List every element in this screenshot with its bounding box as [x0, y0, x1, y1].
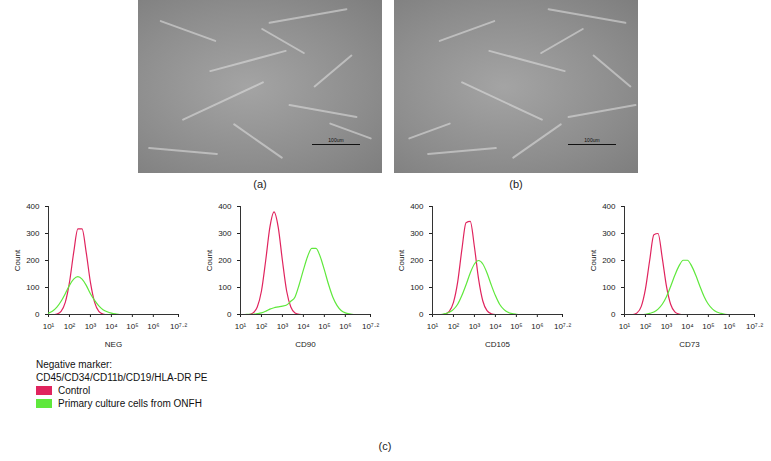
svg-text:400: 400 [602, 202, 616, 211]
html-text:Negative marker:: Negative marker: [36, 359, 113, 370]
svg-text:100: 100 [602, 283, 616, 292]
svg-text:0: 0 [611, 310, 616, 319]
svg-text:10⁷·²: 10⁷·² [362, 322, 379, 331]
svg-text:0: 0 [227, 310, 232, 319]
svg-text:300: 300 [218, 229, 232, 238]
html-text:(a): (a) [253, 178, 267, 190]
svg-text:10³: 10³ [277, 322, 289, 331]
svg-text:10²: 10² [640, 322, 652, 331]
svg-text:10¹: 10¹ [427, 322, 439, 331]
svg-text:10¹: 10¹ [619, 322, 631, 331]
svg-text:100: 100 [26, 283, 40, 292]
svg-text:0: 0 [419, 310, 424, 319]
svg-text:10²: 10² [256, 322, 268, 331]
svg-text:10⁷·²: 10⁷·² [554, 322, 571, 331]
svg-text:CD105: CD105 [485, 340, 510, 349]
svg-text:Count: Count [205, 249, 214, 271]
html-text:Control: Control [58, 385, 91, 396]
svg-text:10⁴: 10⁴ [681, 322, 694, 331]
svg-text:10⁵: 10⁵ [126, 322, 138, 331]
html-text:(c): (c) [378, 440, 392, 452]
svg-text:10⁵: 10⁵ [702, 322, 714, 331]
svg-text:400: 400 [218, 202, 232, 211]
svg-text:10¹: 10¹ [43, 322, 55, 331]
svg-text:10⁶: 10⁶ [723, 322, 735, 331]
svg-text:400: 400 [26, 202, 40, 211]
svg-text:10⁶: 10⁶ [531, 322, 543, 331]
html-text:CD45/CD34/CD11b/CD19/HLA-DR PE: CD45/CD34/CD11b/CD19/HLA-DR PE [36, 372, 208, 383]
svg-text:10²: 10² [64, 322, 76, 331]
svg-text:10²: 10² [448, 322, 460, 331]
svg-text:10⁵: 10⁵ [318, 322, 330, 331]
svg-text:200: 200 [218, 256, 232, 265]
svg-text:10⁵: 10⁵ [510, 322, 522, 331]
svg-text:10⁶: 10⁶ [339, 322, 351, 331]
svg-text:10³: 10³ [661, 322, 673, 331]
svg-text:200: 200 [410, 256, 424, 265]
svg-text:Count: Count [589, 249, 598, 271]
svg-text:10⁴: 10⁴ [489, 322, 502, 331]
svg-text:10⁶: 10⁶ [147, 322, 159, 331]
svg-text:NEG: NEG [105, 340, 122, 349]
svg-text:10¹: 10¹ [235, 322, 247, 331]
svg-text:300: 300 [410, 229, 424, 238]
svg-text:Count: Count [397, 249, 406, 271]
svg-text:0: 0 [35, 310, 40, 319]
html-text:100um: 100um [584, 137, 600, 143]
svg-text:300: 300 [602, 229, 616, 238]
svg-text:10⁷·²: 10⁷·² [746, 322, 763, 331]
svg-text:200: 200 [602, 256, 616, 265]
svg-text:300: 300 [26, 229, 40, 238]
svg-text:100: 100 [218, 283, 232, 292]
svg-text:10³: 10³ [85, 322, 97, 331]
svg-text:400: 400 [410, 202, 424, 211]
html-text:100um: 100um [328, 137, 344, 143]
svg-text:200: 200 [26, 256, 40, 265]
svg-text:10³: 10³ [469, 322, 481, 331]
svg-text:Count: Count [13, 249, 22, 271]
svg-text:10⁴: 10⁴ [297, 322, 310, 331]
svg-text:CD90: CD90 [295, 340, 316, 349]
svg-text:100: 100 [410, 283, 424, 292]
svg-text:10⁴: 10⁴ [105, 322, 118, 331]
svg-text:10⁷·²: 10⁷·² [170, 322, 187, 331]
html-text:Primary culture cells from ONF: Primary culture cells from ONFH [58, 398, 202, 409]
svg-text:CD73: CD73 [679, 340, 700, 349]
html-text:(b): (b) [509, 178, 523, 190]
